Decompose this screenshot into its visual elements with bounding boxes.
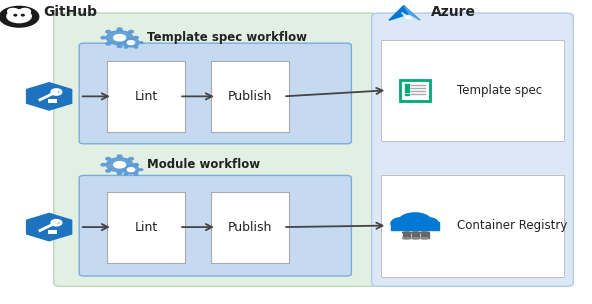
Circle shape [128,30,134,33]
FancyBboxPatch shape [79,43,352,144]
Text: Publish: Publish [228,90,272,103]
Circle shape [101,36,106,39]
Circle shape [119,42,123,43]
FancyBboxPatch shape [381,40,564,141]
Circle shape [127,168,134,172]
Circle shape [117,45,122,47]
Ellipse shape [403,232,410,233]
FancyBboxPatch shape [400,80,430,101]
Bar [405,87,409,89]
Bar [411,232,420,238]
Circle shape [106,30,111,33]
Ellipse shape [411,237,420,239]
FancyBboxPatch shape [372,13,573,286]
Circle shape [124,174,127,175]
Circle shape [106,43,111,45]
Polygon shape [401,12,411,19]
Circle shape [107,31,133,45]
Circle shape [133,164,139,166]
Circle shape [106,170,111,172]
FancyBboxPatch shape [211,192,289,263]
Circle shape [134,47,138,48]
Ellipse shape [421,232,429,233]
Circle shape [20,9,30,14]
Circle shape [416,217,439,230]
Bar [405,91,409,92]
Bar [403,232,410,238]
Circle shape [117,172,122,174]
Circle shape [101,164,106,166]
Circle shape [134,164,138,166]
Circle shape [133,36,139,39]
Polygon shape [389,5,409,20]
Circle shape [128,157,134,160]
Circle shape [398,213,432,230]
Circle shape [114,35,126,41]
FancyBboxPatch shape [381,175,564,277]
Text: GitHub: GitHub [43,5,97,19]
Bar [405,94,409,95]
Text: Azure: Azure [430,5,475,19]
FancyBboxPatch shape [79,175,352,276]
Circle shape [124,164,127,166]
Circle shape [134,174,138,175]
Circle shape [123,38,139,47]
Polygon shape [404,5,420,20]
Circle shape [128,170,134,172]
FancyBboxPatch shape [211,61,289,132]
Text: Template spec workflow: Template spec workflow [147,31,307,43]
Circle shape [123,165,139,174]
FancyBboxPatch shape [107,192,185,263]
Text: Module workflow: Module workflow [147,158,260,171]
FancyBboxPatch shape [54,13,377,286]
Text: Container Registry: Container Registry [456,219,567,232]
FancyBboxPatch shape [48,230,57,234]
Circle shape [107,158,133,172]
Circle shape [0,6,38,27]
FancyBboxPatch shape [107,61,185,132]
Circle shape [117,155,122,157]
Circle shape [14,15,17,16]
Ellipse shape [411,232,420,233]
Circle shape [7,10,31,22]
Circle shape [140,42,143,43]
Polygon shape [27,213,72,241]
Text: Lint: Lint [134,221,157,234]
Circle shape [391,217,414,230]
Bar [405,84,409,86]
Circle shape [106,157,111,160]
Circle shape [140,169,143,171]
Polygon shape [27,83,72,110]
Circle shape [134,37,138,39]
Circle shape [124,47,127,48]
Text: Lint: Lint [134,90,157,103]
FancyBboxPatch shape [48,99,57,103]
Circle shape [21,15,24,16]
Circle shape [119,169,123,171]
Circle shape [124,37,127,39]
Circle shape [114,162,126,168]
Bar [421,232,429,238]
Circle shape [128,43,134,45]
Bar [391,222,439,230]
Circle shape [117,28,122,30]
Text: Publish: Publish [228,221,272,234]
Ellipse shape [403,237,410,239]
Ellipse shape [421,237,429,239]
Circle shape [8,9,19,14]
Text: Template spec: Template spec [456,84,542,97]
Circle shape [127,41,134,45]
